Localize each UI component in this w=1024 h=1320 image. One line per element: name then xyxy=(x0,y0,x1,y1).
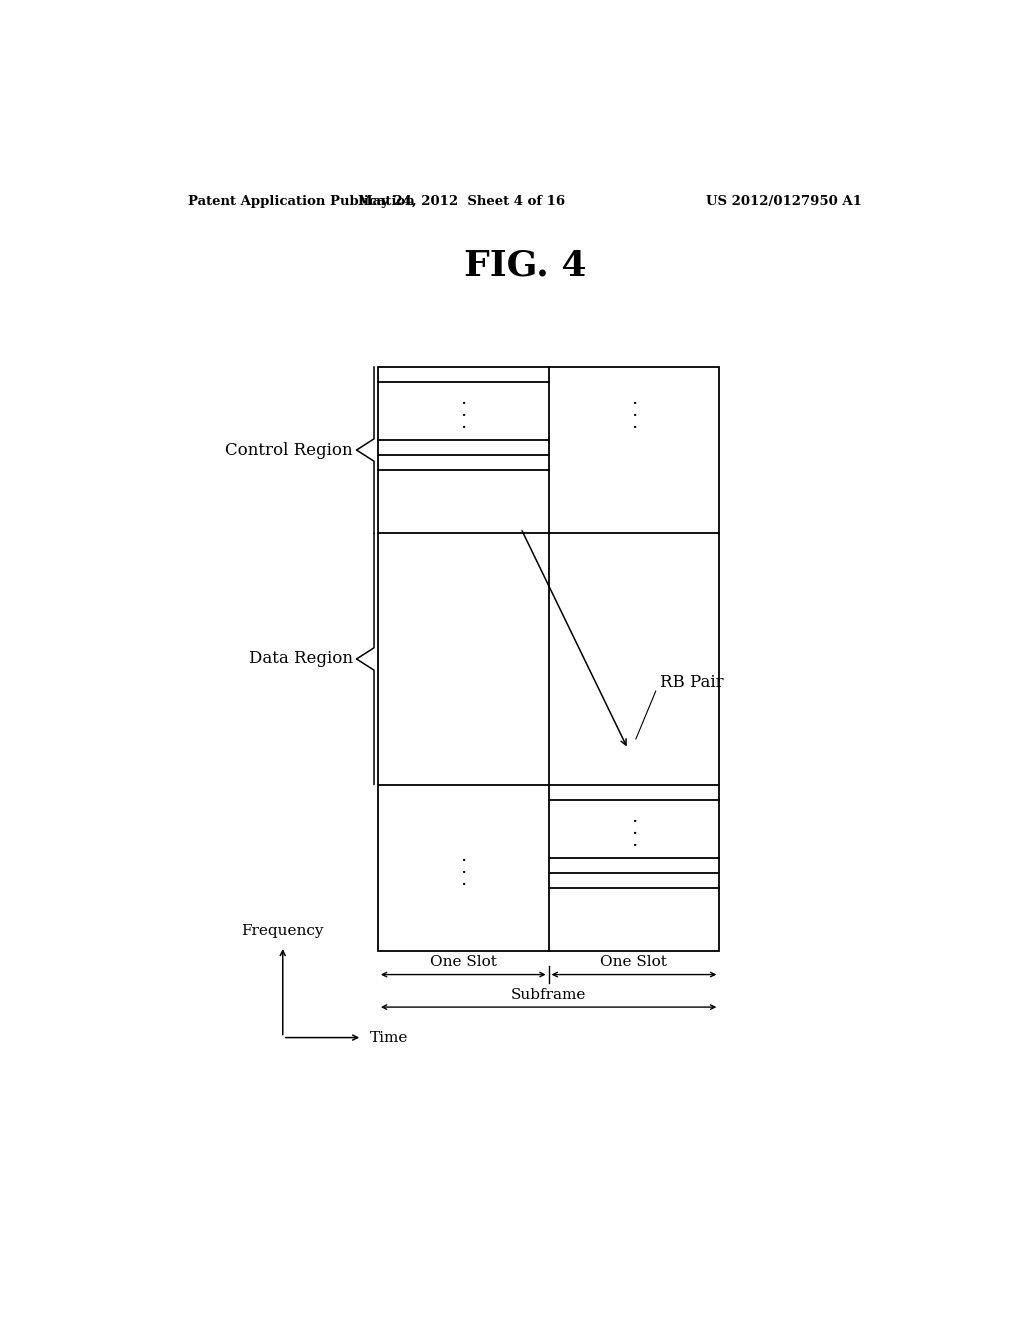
Text: .: . xyxy=(631,820,637,838)
Text: Data Region: Data Region xyxy=(249,651,352,668)
Text: FIG. 4: FIG. 4 xyxy=(464,248,586,282)
Text: .: . xyxy=(460,389,466,408)
Text: .: . xyxy=(460,859,466,876)
Text: Control Region: Control Region xyxy=(225,442,352,458)
Text: Time: Time xyxy=(370,1031,409,1044)
Text: .: . xyxy=(631,832,637,850)
Text: Subframe: Subframe xyxy=(511,987,587,1002)
Text: .: . xyxy=(460,414,466,432)
Text: .: . xyxy=(631,389,637,408)
Text: Patent Application Publication: Patent Application Publication xyxy=(187,194,415,207)
Text: One Slot: One Slot xyxy=(430,956,497,969)
Text: .: . xyxy=(631,414,637,432)
Text: .: . xyxy=(460,846,466,865)
Text: US 2012/0127950 A1: US 2012/0127950 A1 xyxy=(707,194,862,207)
Text: RB Pair: RB Pair xyxy=(659,675,723,692)
Bar xyxy=(378,367,719,952)
Text: .: . xyxy=(460,401,466,420)
Text: .: . xyxy=(460,871,466,890)
Text: One Slot: One Slot xyxy=(600,956,668,969)
Text: .: . xyxy=(631,401,637,420)
Text: .: . xyxy=(631,808,637,825)
Text: Frequency: Frequency xyxy=(242,924,324,939)
Text: May 24, 2012  Sheet 4 of 16: May 24, 2012 Sheet 4 of 16 xyxy=(357,194,565,207)
